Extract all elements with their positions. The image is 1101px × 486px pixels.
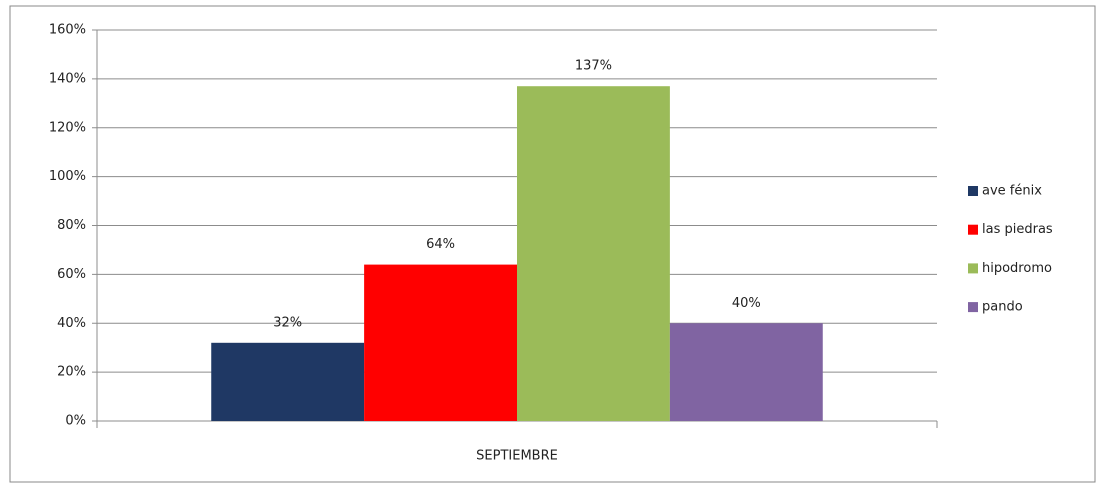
bar [211,342,365,421]
y-tick-label: 120% [49,120,86,135]
legend-label: las piedras [982,222,1053,237]
x-tick-label: SEPTIEMBRE [476,449,558,464]
y-tick-label: 20% [57,365,86,380]
legend-label: pando [982,300,1023,315]
data-label: 64% [426,237,455,252]
legend-swatch [968,186,978,196]
y-tick-label: 60% [57,267,86,282]
y-tick-label: 100% [49,169,86,184]
legend-label: hipodromo [982,261,1052,276]
bar [669,323,823,421]
bar [364,264,517,421]
legend-swatch [968,302,978,313]
y-tick-label: 140% [49,71,86,86]
legend-label: ave fénix [982,184,1042,199]
legend-swatch [968,224,978,235]
y-tick-label: 160% [49,23,86,38]
data-label: 40% [732,296,761,311]
y-tick-label: 80% [57,218,86,233]
legend-swatch [968,263,978,274]
bar [517,86,670,422]
y-tick-label: 0% [65,414,86,429]
y-tick-label: 40% [57,316,86,331]
data-label: 32% [273,315,302,330]
data-label: 137% [575,59,612,74]
